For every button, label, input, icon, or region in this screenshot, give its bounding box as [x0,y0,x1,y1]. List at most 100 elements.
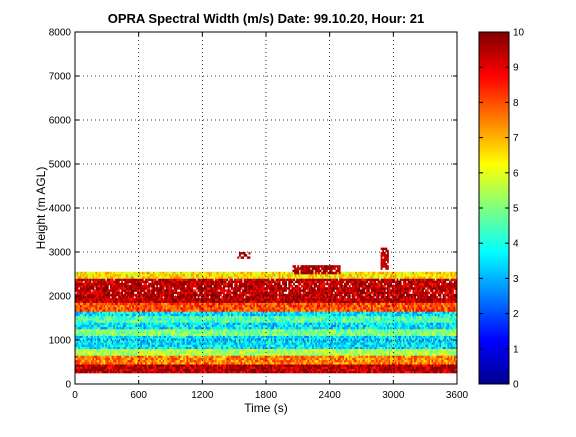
heatmap-cell [278,370,281,374]
heatmap-cell [415,353,418,356]
heatmap-cell [102,346,104,350]
heatmap-cell [297,359,300,363]
heatmap-cell [100,342,103,345]
heatmap-cell [313,370,316,374]
heatmap-cell [412,337,415,341]
heatmap-cell [105,346,108,350]
heatmap-cell [183,337,186,341]
heatmap-cell [110,353,112,356]
heatmap-cell [299,340,302,343]
heatmap-cell [105,364,108,367]
heatmap-cell [97,368,100,372]
heatmap-cell [299,362,302,365]
heatmap-cell [113,348,116,352]
heatmap-cell [165,344,168,347]
heatmap-cell [343,353,346,356]
heatmap-cell [149,351,152,354]
heatmap-cell [288,344,291,347]
heatmap-cell [258,329,260,332]
heatmap-cell [240,366,243,369]
heatmap-cell [266,366,268,369]
heatmap-cell [286,335,289,339]
heatmap-cell [415,348,418,352]
heatmap-cell [453,364,456,367]
heatmap-cell [398,329,400,332]
heatmap-cell [390,370,393,374]
heatmap-cell [288,366,291,369]
heatmap-cell [439,359,442,363]
heatmap-cell [407,364,410,367]
heatmap-cell [86,357,89,361]
heatmap-cell [331,368,334,372]
heatmap-cell [426,333,429,336]
heatmap-cell [345,368,348,372]
heatmap-cell [207,329,209,332]
heatmap-cell [146,364,149,367]
heatmap-cell [280,340,283,343]
heatmap-cell [195,362,198,365]
heatmap-cell [259,335,262,339]
heatmap-cell [437,370,440,374]
heatmap-cell [154,355,157,358]
heatmap-cell [90,362,93,365]
heatmap-cell [434,346,437,350]
heatmap-cell [259,359,262,363]
heatmap-cell [199,351,202,354]
heatmap-cell [361,348,364,352]
heatmap-cell [103,344,106,347]
heatmap-cell [379,329,381,332]
heatmap-cell [238,368,241,372]
heatmap-cell [277,362,280,365]
heatmap-cell [224,362,227,365]
heatmap-cell [213,331,216,334]
heatmap-cell [324,353,327,356]
heatmap-cell [406,366,408,369]
heatmap-cell [355,348,358,352]
heatmap-cell [140,364,143,367]
heatmap-cell [364,366,367,369]
heatmap-cell [414,355,416,358]
heatmap-cell [433,340,436,343]
heatmap-cell [382,366,385,369]
heatmap-cell [143,335,146,339]
heatmap-cell [114,366,117,369]
heatmap-cell [84,370,87,374]
heatmap-cell [116,357,119,361]
heatmap-cell [426,370,429,374]
heatmap-cell [148,344,151,347]
heatmap-cell [94,342,96,345]
heatmap-cell [133,335,136,339]
heatmap-cell [404,366,407,369]
heatmap-cell [308,368,311,372]
heatmap-cell [351,340,354,343]
heatmap-cell [264,335,267,339]
heatmap-cell [122,348,125,352]
heatmap-cell [205,329,208,332]
heatmap-cell [114,337,117,341]
heatmap-cell [277,353,280,356]
heatmap-cell [326,346,329,350]
heatmap-cell [183,344,186,347]
heatmap-cell [369,344,372,347]
heatmap-cell [393,362,396,365]
heatmap-cell [444,337,447,341]
heatmap-cell [329,362,332,365]
heatmap-cell [320,359,323,363]
heatmap-cell [275,331,278,334]
heatmap-cell [286,353,289,356]
heatmap-cell [308,348,311,352]
heatmap-cell [89,355,92,358]
heatmap-cell [379,364,381,367]
heatmap-cell [251,329,254,332]
heatmap-cell [450,333,453,336]
heatmap-cell [102,353,104,356]
heatmap-cell [253,368,256,372]
heatmap-cell [117,351,120,354]
heatmap-cell [162,326,165,330]
heatmap-cell [237,359,240,363]
heatmap-cell [194,370,197,374]
heatmap-cell [154,335,157,339]
heatmap-cell [94,359,96,363]
heatmap-cell [79,368,82,372]
